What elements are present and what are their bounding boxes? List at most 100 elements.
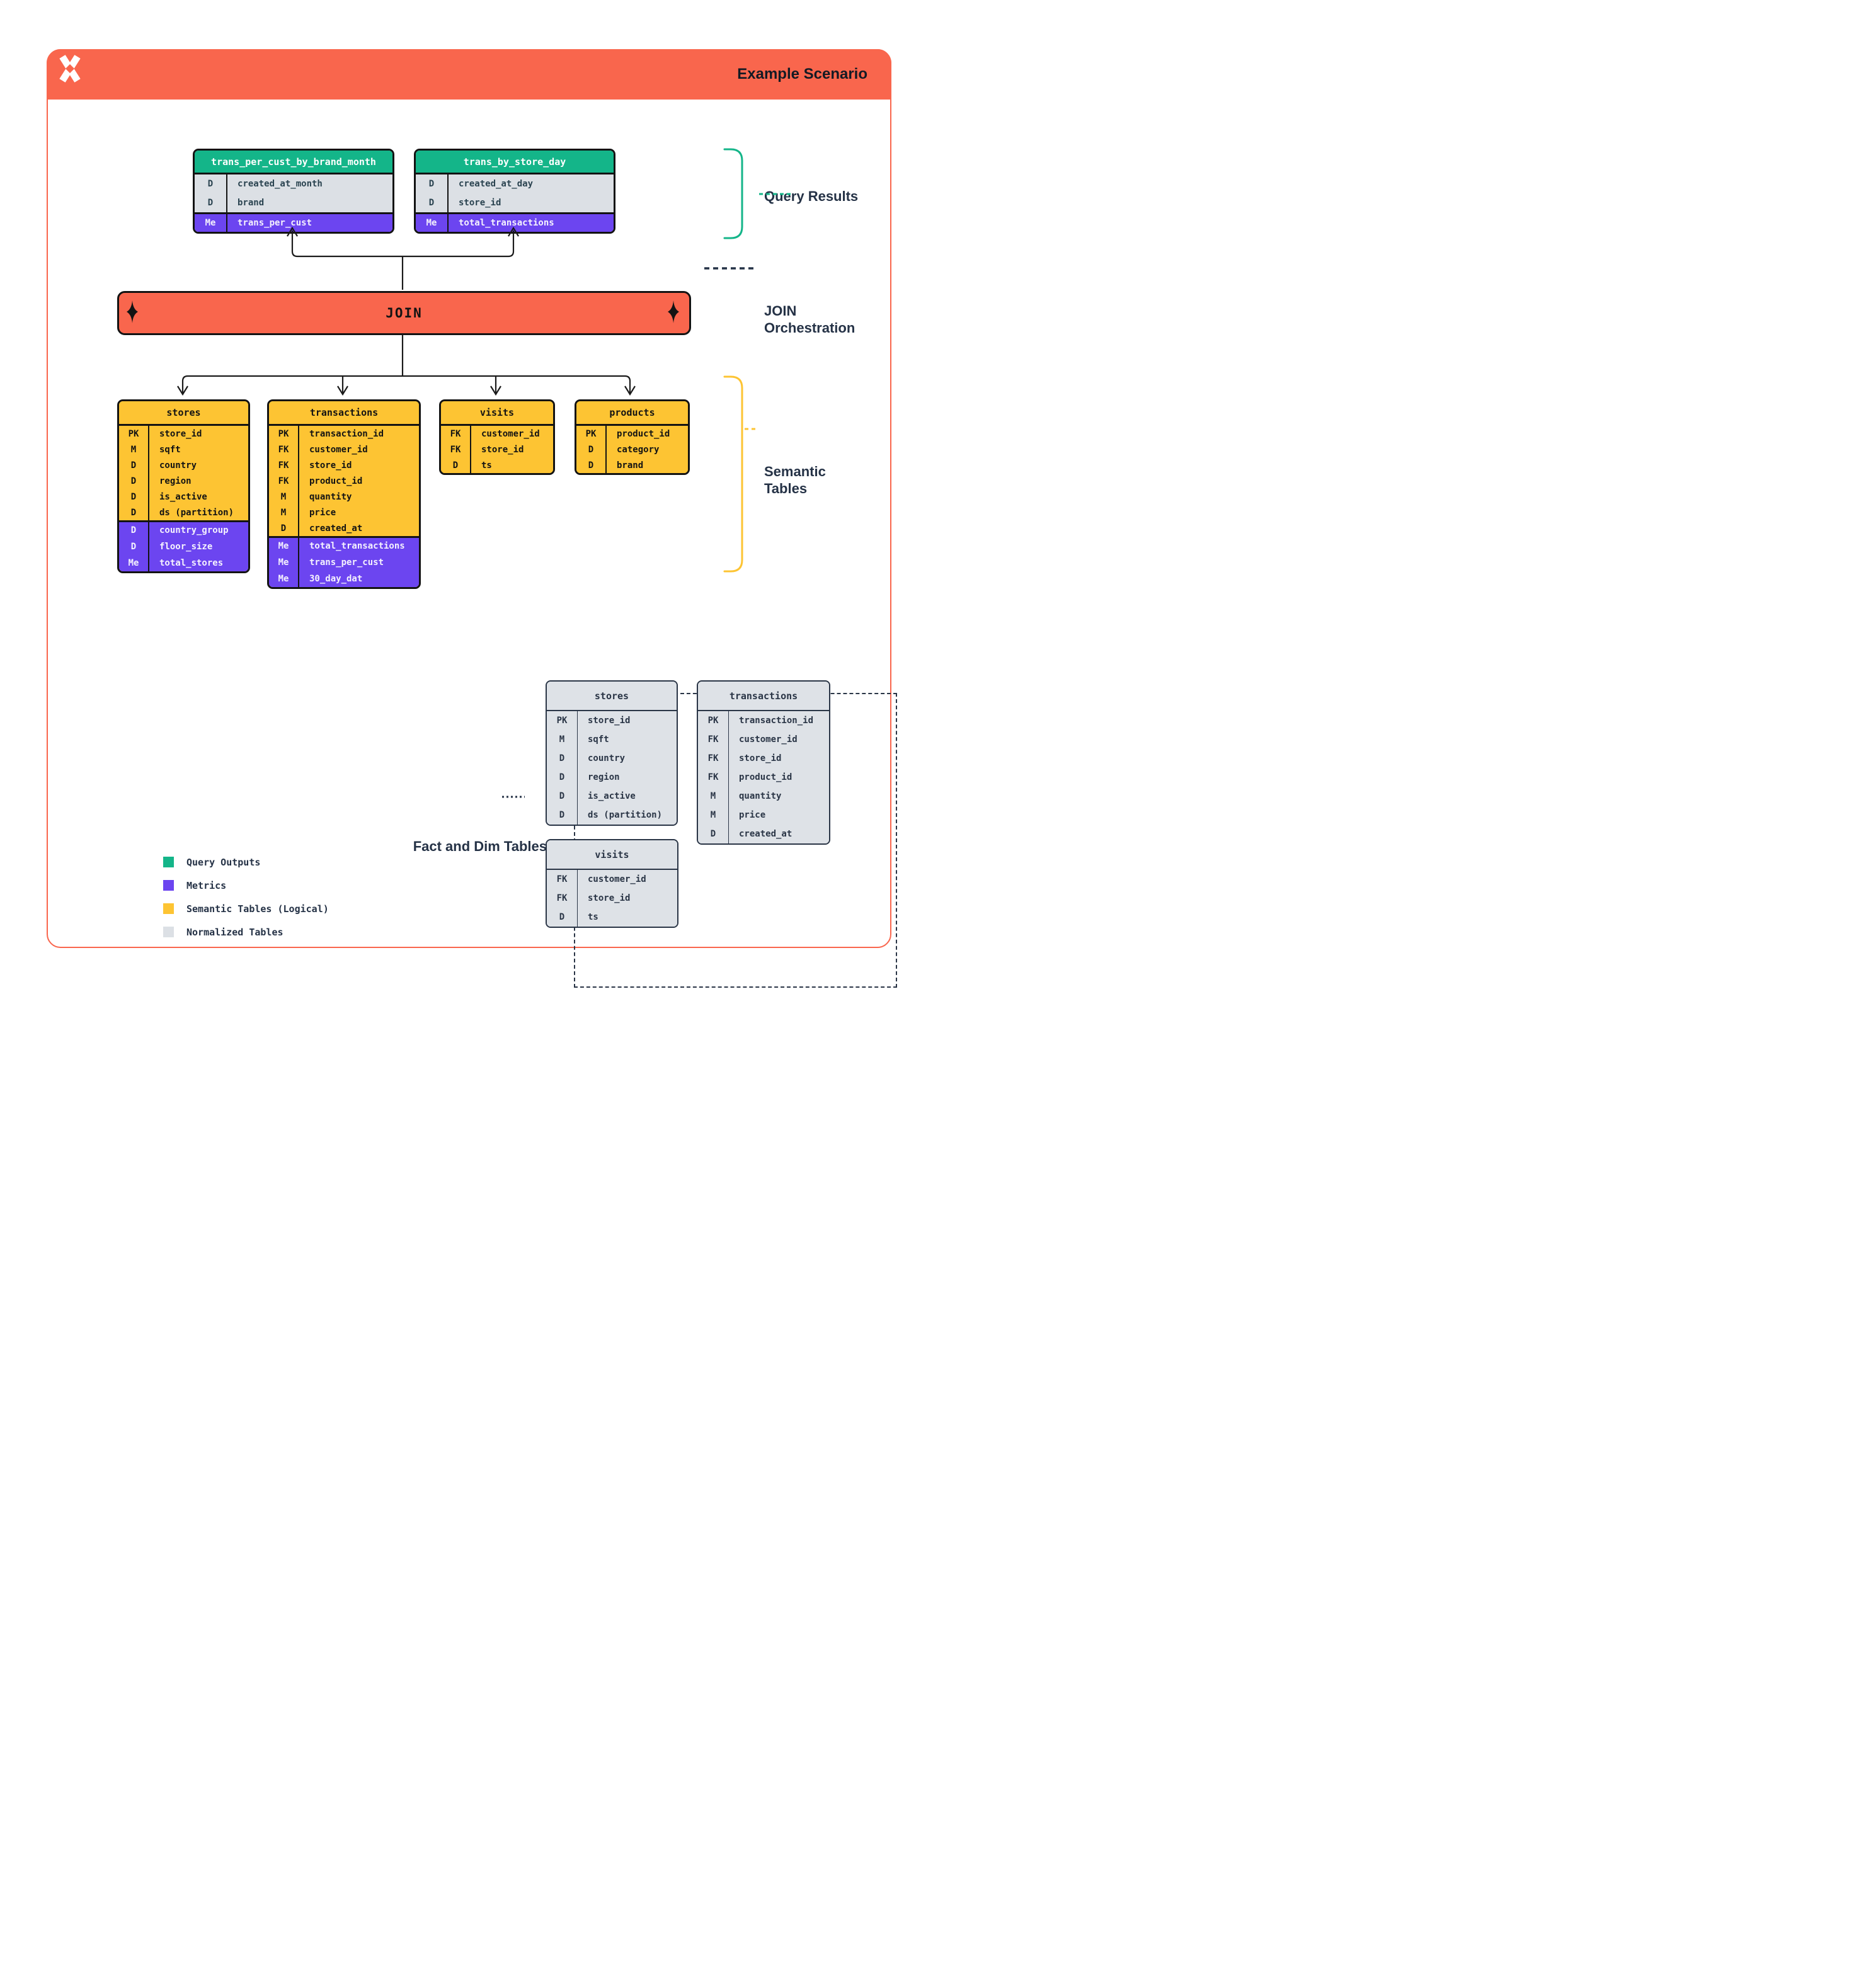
field-name: brand xyxy=(617,460,644,471)
field-name: is_active xyxy=(588,791,636,801)
field-key: D xyxy=(547,908,578,927)
field-key: D xyxy=(547,749,578,768)
field-key: Me xyxy=(119,555,149,571)
legend-swatch-query-outputs xyxy=(163,857,174,867)
field-key: Me xyxy=(269,554,299,571)
field-key: FK xyxy=(547,870,578,889)
field-name: is_active xyxy=(159,491,207,502)
field-name: created_at xyxy=(739,829,792,839)
field-name: ds (partition) xyxy=(159,507,234,518)
table-row: FK store_id xyxy=(698,749,829,768)
field-name: price xyxy=(739,810,766,820)
table-header: visits xyxy=(547,840,677,870)
field-name: customer_id xyxy=(481,428,540,439)
field-key: FK xyxy=(441,442,471,457)
dimension-rows: PK transaction_id FK customer_id FK store_i… xyxy=(269,426,419,536)
table-header: transactions xyxy=(269,401,419,426)
field-key: D xyxy=(441,457,471,473)
legend-swatch-semantic-tables xyxy=(163,903,174,914)
field-key: D xyxy=(195,174,227,193)
field-name: store_id xyxy=(739,753,782,763)
table-title: products xyxy=(609,407,655,418)
field-name: country_group xyxy=(159,525,229,535)
field-key: FK xyxy=(269,442,299,457)
field-key: D xyxy=(119,473,149,489)
field-name: customer_id xyxy=(739,734,798,745)
field-name: store_id xyxy=(588,716,631,726)
field-key: D xyxy=(119,522,149,539)
table-row: Me 30_day_dat xyxy=(269,571,419,587)
field-key: D xyxy=(698,825,729,843)
field-key: D xyxy=(119,457,149,473)
field-name: country xyxy=(588,753,626,763)
field-name: trans_per_cust xyxy=(237,218,312,228)
field-key: D xyxy=(269,520,299,536)
field-name: quantity xyxy=(309,491,352,502)
table-row: FK store_id xyxy=(547,889,677,908)
legend-item: Metrics xyxy=(163,874,329,897)
table-title: visits xyxy=(595,848,629,860)
field-key: D xyxy=(576,442,607,457)
table-header: trans_by_store_day xyxy=(416,151,614,174)
query-result-table-trans-per-cust-by-brand-month: trans_per_cust_by_brand_month D created_… xyxy=(193,149,394,234)
table-header: transactions xyxy=(698,682,829,711)
legend-label: Normalized Tables xyxy=(186,926,283,938)
field-key: PK xyxy=(119,426,149,442)
table-row: Me total_transactions xyxy=(269,538,419,554)
field-name: customer_id xyxy=(588,874,646,884)
field-key: D xyxy=(119,539,149,555)
table-row: D store_id xyxy=(416,193,614,212)
field-key: M xyxy=(119,442,149,457)
field-name: ts xyxy=(588,912,598,922)
table-title: transactions xyxy=(309,407,379,418)
field-key: D xyxy=(576,457,607,473)
table-title: trans_per_cust_by_brand_month xyxy=(211,156,376,168)
table-row: FK customer_id xyxy=(441,426,553,442)
normalized-table-transactions: transactions PK transaction_id FK customer… xyxy=(697,680,830,845)
table-header: stores xyxy=(547,682,677,711)
field-name: region xyxy=(159,476,192,486)
field-key: PK xyxy=(547,711,578,730)
table-row: FK product_id xyxy=(698,768,829,787)
legend-label: Query Outputs xyxy=(186,856,261,868)
field-key: PK xyxy=(576,426,607,442)
legend-item: Query Outputs xyxy=(163,850,329,874)
field-key: D xyxy=(416,193,449,212)
field-name: customer_id xyxy=(309,444,368,455)
table-row: FK customer_id xyxy=(698,730,829,749)
legend-label: Metrics xyxy=(186,879,227,891)
field-name: product_id xyxy=(309,476,363,486)
table-title: stores xyxy=(594,690,629,702)
legend-item: Semantic Tables (Logical) xyxy=(163,897,329,920)
field-key: FK xyxy=(698,768,729,787)
field-name: ts xyxy=(481,460,492,471)
field-key: M xyxy=(698,787,729,806)
table-row: D brand xyxy=(195,193,392,212)
scenario-card: Example Scenario trans_per_cust_by_brand… xyxy=(47,49,897,988)
field-key: D xyxy=(119,489,149,505)
field-key: D xyxy=(119,505,149,520)
field-name: region xyxy=(588,772,620,782)
join-label: JOIN xyxy=(386,306,423,321)
legend-swatch-metrics xyxy=(163,880,174,891)
table-row: Me total_stores xyxy=(119,555,248,571)
field-name: product_id xyxy=(739,772,792,782)
